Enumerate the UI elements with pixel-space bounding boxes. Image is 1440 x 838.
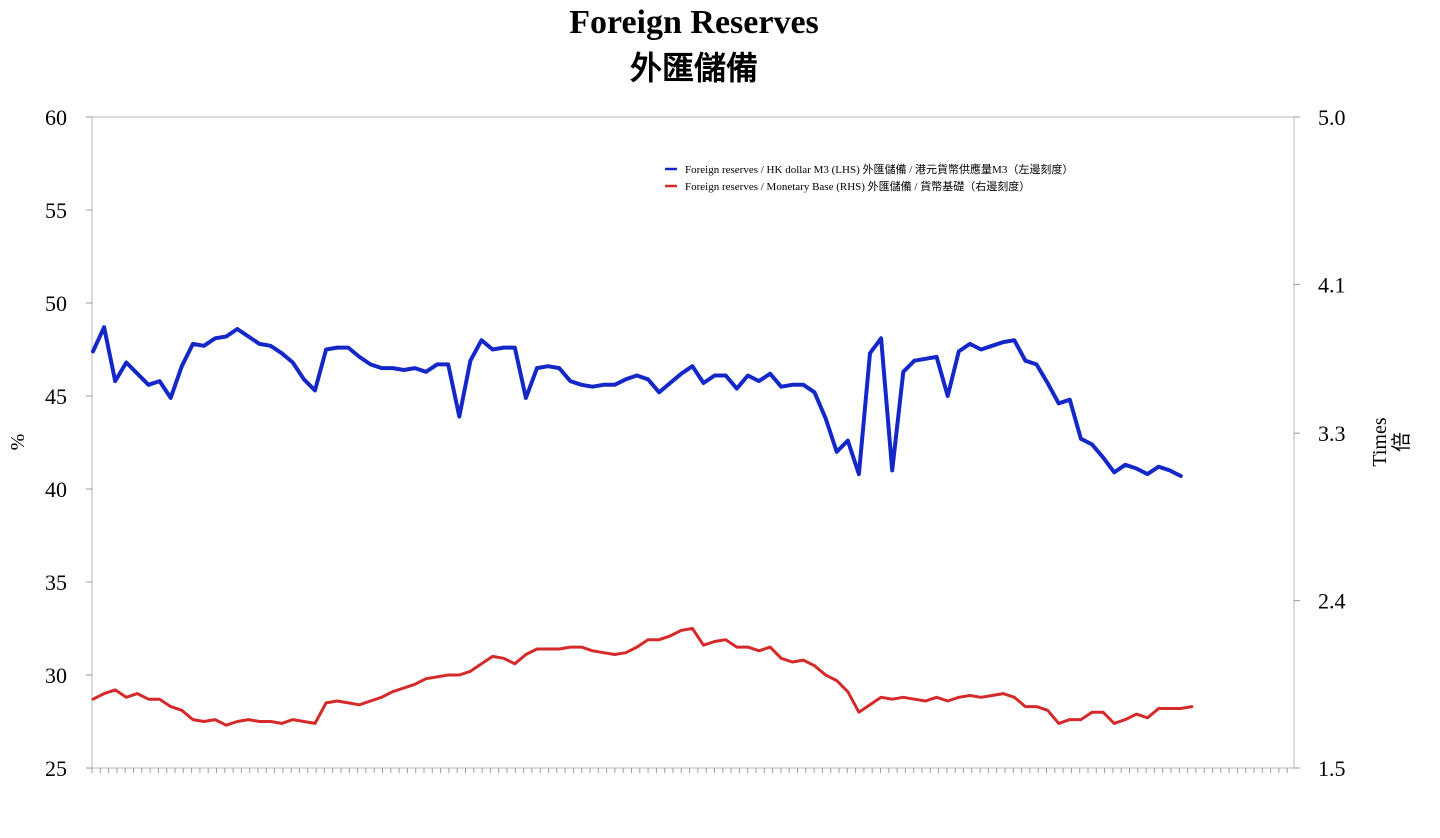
left-tick-label: 60 [45, 105, 67, 130]
right-axis-label: Times [1369, 417, 1391, 467]
series-line-reserves-m3 [91, 325, 1183, 478]
left-tick-label: 50 [45, 291, 67, 316]
right-axis: 1.5 2.4 3.3 4.1 5.0 [1294, 105, 1346, 781]
series-line-reserves-monetary-base [91, 627, 1194, 727]
right-axis-label-chinese: 倍 [1390, 432, 1413, 452]
left-tick-label: 35 [45, 570, 67, 595]
legend-label-monetary-base: Foreign reserves / Monetary Base (RHS) 外… [685, 179, 1030, 193]
left-axis: 25 30 35 40 45 50 55 60 [45, 105, 92, 781]
right-tick-label: 1.5 [1318, 756, 1346, 781]
legend: Foreign reserves / HK dollar M3 (LHS) 外匯… [665, 162, 1073, 193]
right-tick-label: 2.4 [1318, 589, 1346, 614]
x-axis-ticks [91, 768, 1288, 773]
plot-area [91, 116, 1295, 769]
left-tick-label: 55 [45, 198, 67, 223]
right-tick-label: 3.3 [1318, 421, 1346, 446]
left-tick-label: 30 [45, 663, 67, 688]
series [91, 325, 1194, 727]
left-tick-label: 40 [45, 477, 67, 502]
left-axis-label: % [7, 434, 29, 451]
left-tick-label: 25 [45, 756, 67, 781]
right-axis-label-group: Times 倍 [1369, 417, 1413, 467]
chart-title: Foreign Reserves [569, 4, 819, 41]
legend-label-m3: Foreign reserves / HK dollar M3 (LHS) 外匯… [685, 162, 1073, 176]
left-tick-label: 45 [45, 384, 67, 409]
chart-subtitle: 外匯儲備 [630, 49, 758, 87]
right-tick-label: 4.1 [1318, 272, 1346, 297]
right-tick-label: 5.0 [1318, 105, 1346, 130]
